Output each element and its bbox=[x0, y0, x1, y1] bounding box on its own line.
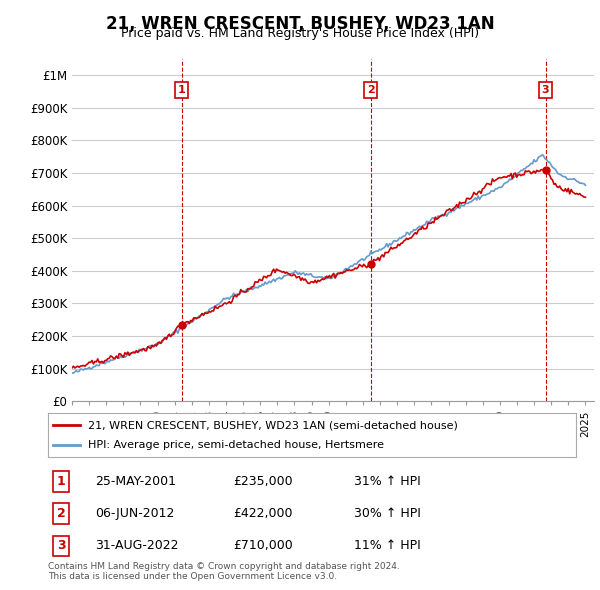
Text: Contains HM Land Registry data © Crown copyright and database right 2024.
This d: Contains HM Land Registry data © Crown c… bbox=[48, 562, 400, 581]
Text: 3: 3 bbox=[57, 539, 65, 552]
Text: HPI: Average price, semi-detached house, Hertsmere: HPI: Average price, semi-detached house,… bbox=[88, 440, 383, 450]
Text: 30% ↑ HPI: 30% ↑ HPI bbox=[354, 507, 421, 520]
Text: 25-MAY-2001: 25-MAY-2001 bbox=[95, 475, 176, 488]
Text: 31-AUG-2022: 31-AUG-2022 bbox=[95, 539, 179, 552]
Text: Price paid vs. HM Land Registry's House Price Index (HPI): Price paid vs. HM Land Registry's House … bbox=[121, 27, 479, 40]
Text: 3: 3 bbox=[542, 85, 550, 95]
Text: 1: 1 bbox=[57, 475, 65, 488]
Text: 06-JUN-2012: 06-JUN-2012 bbox=[95, 507, 175, 520]
Text: 2: 2 bbox=[57, 507, 65, 520]
Text: 2: 2 bbox=[367, 85, 374, 95]
Text: 31% ↑ HPI: 31% ↑ HPI bbox=[354, 475, 421, 488]
Text: £422,000: £422,000 bbox=[233, 507, 292, 520]
Text: 1: 1 bbox=[178, 85, 185, 95]
Text: 11% ↑ HPI: 11% ↑ HPI bbox=[354, 539, 421, 552]
Text: 21, WREN CRESCENT, BUSHEY, WD23 1AN: 21, WREN CRESCENT, BUSHEY, WD23 1AN bbox=[106, 15, 494, 33]
Text: 21, WREN CRESCENT, BUSHEY, WD23 1AN (semi-detached house): 21, WREN CRESCENT, BUSHEY, WD23 1AN (sem… bbox=[88, 421, 457, 430]
Text: £235,000: £235,000 bbox=[233, 475, 292, 488]
Text: £710,000: £710,000 bbox=[233, 539, 293, 552]
